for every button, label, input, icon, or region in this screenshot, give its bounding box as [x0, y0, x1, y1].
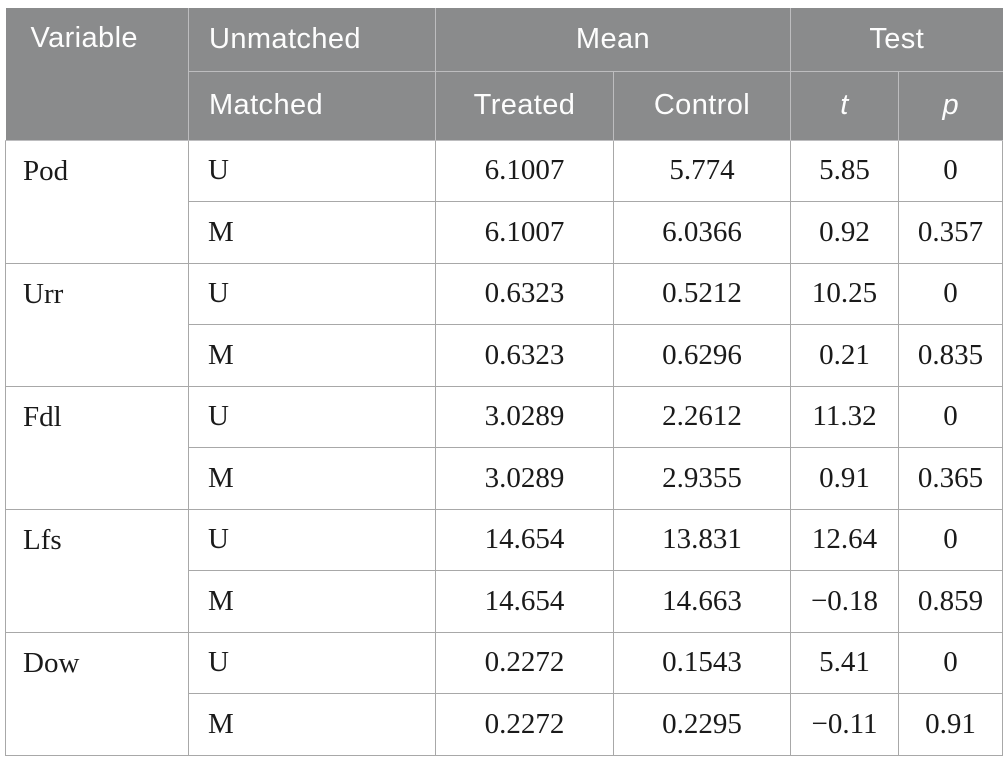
t-value: 0.21 [790, 324, 899, 387]
table-row-pod-m: M 6.1007 6.0366 0.92 0.357 [6, 201, 1004, 264]
p-value: 0.835 [897, 324, 1004, 387]
t-value: 12.64 [790, 508, 899, 571]
variable-cell: Pod [5, 139, 189, 264]
treated-value: 14.654 [435, 508, 614, 571]
t-value: 0.91 [790, 447, 899, 510]
table-row-fdl-u: Fdl U 3.0289 2.2612 11.32 0 [5, 385, 1004, 510]
control-value: 14.663 [613, 570, 791, 633]
p-value: 0 [897, 139, 1004, 202]
um-cell: M [188, 447, 436, 510]
treated-value: 6.1007 [435, 201, 614, 264]
treated-value: 14.654 [435, 570, 614, 633]
control-value: 2.2612 [613, 385, 791, 448]
header-mean: Mean [435, 8, 791, 72]
table-header: Variable Unmatched Mean Test Matched Tre… [5, 8, 1003, 141]
variable-cell: Fdl [5, 385, 189, 510]
treated-value: 0.2272 [435, 693, 614, 756]
treated-value: 0.2272 [435, 631, 614, 694]
header-variable: Variable [5, 8, 189, 141]
table-row-urr-m: M 0.6323 0.6296 0.21 0.835 [6, 324, 1004, 387]
treated-value: 3.0289 [435, 447, 614, 510]
p-value: 0.859 [897, 570, 1004, 633]
control-value: 2.9355 [613, 447, 791, 510]
header-t: t [790, 70, 899, 141]
p-value: 0 [897, 508, 1004, 571]
table-row-lfs-u: Lfs U 14.654 13.831 12.64 0 [5, 508, 1004, 633]
t-value: 10.25 [790, 262, 899, 325]
p-value: 0.365 [897, 447, 1004, 510]
t-value: 5.41 [790, 631, 899, 694]
variable-cell: Dow [5, 631, 189, 756]
um-cell: M [188, 570, 436, 633]
variable-cell: Lfs [5, 508, 189, 633]
um-cell: M [188, 324, 436, 387]
p-value: 0 [897, 385, 1004, 448]
t-value: −0.11 [790, 693, 899, 756]
treated-value: 0.6323 [435, 324, 614, 387]
header-test: Test [789, 8, 1003, 72]
um-cell: U [188, 139, 436, 202]
p-value: 0 [897, 631, 1004, 694]
p-value: 0 [897, 262, 1004, 325]
header-row-1: Variable Unmatched Mean Test [5, 8, 1003, 141]
control-value: 6.0366 [613, 201, 791, 264]
control-value: 13.831 [613, 508, 791, 571]
t-value: −0.18 [790, 570, 899, 633]
treated-value: 3.0289 [435, 385, 614, 448]
control-value: 0.5212 [613, 262, 791, 325]
um-cell: M [188, 201, 436, 264]
um-cell: U [188, 262, 436, 325]
treated-value: 6.1007 [435, 139, 614, 202]
table-row-fdl-m: M 3.0289 2.9355 0.91 0.365 [6, 447, 1004, 510]
p-value: 0.357 [897, 201, 1004, 264]
control-value: 5.774 [613, 139, 791, 202]
table-row-lfs-m: M 14.654 14.663 −0.18 0.859 [6, 570, 1004, 633]
table-body: Pod U 6.1007 5.774 5.85 0 M 6.1007 6.036… [5, 139, 1004, 756]
table-row-dow-u: Dow U 0.2272 0.1543 5.41 0 [5, 631, 1004, 756]
um-cell: M [188, 693, 436, 756]
um-cell: U [188, 631, 436, 694]
table-row-pod-u: Pod U 6.1007 5.774 5.85 0 [5, 139, 1004, 264]
variable-cell: Urr [5, 262, 189, 387]
t-value: 5.85 [790, 139, 899, 202]
header-matched: Matched [188, 70, 436, 141]
control-value: 0.6296 [613, 324, 791, 387]
treated-value: 0.6323 [435, 262, 614, 325]
control-value: 0.2295 [613, 693, 791, 756]
um-cell: U [188, 508, 436, 571]
t-value: 11.32 [790, 385, 899, 448]
p-value: 0.91 [897, 693, 1004, 756]
um-cell: U [188, 385, 436, 448]
header-p: p [897, 70, 1003, 141]
balance-table: Variable Unmatched Mean Test Matched Tre… [5, 8, 1004, 756]
header-treated: Treated [435, 70, 614, 141]
t-value: 0.92 [790, 201, 899, 264]
header-row-2: Matched Treated Control t p [6, 70, 1003, 141]
table-row-urr-u: Urr U 0.6323 0.5212 10.25 0 [5, 262, 1004, 387]
control-value: 0.1543 [613, 631, 791, 694]
table-row-dow-m: M 0.2272 0.2295 −0.11 0.91 [6, 693, 1004, 756]
header-control: Control [613, 70, 791, 141]
header-unmatched: Unmatched [188, 8, 436, 72]
